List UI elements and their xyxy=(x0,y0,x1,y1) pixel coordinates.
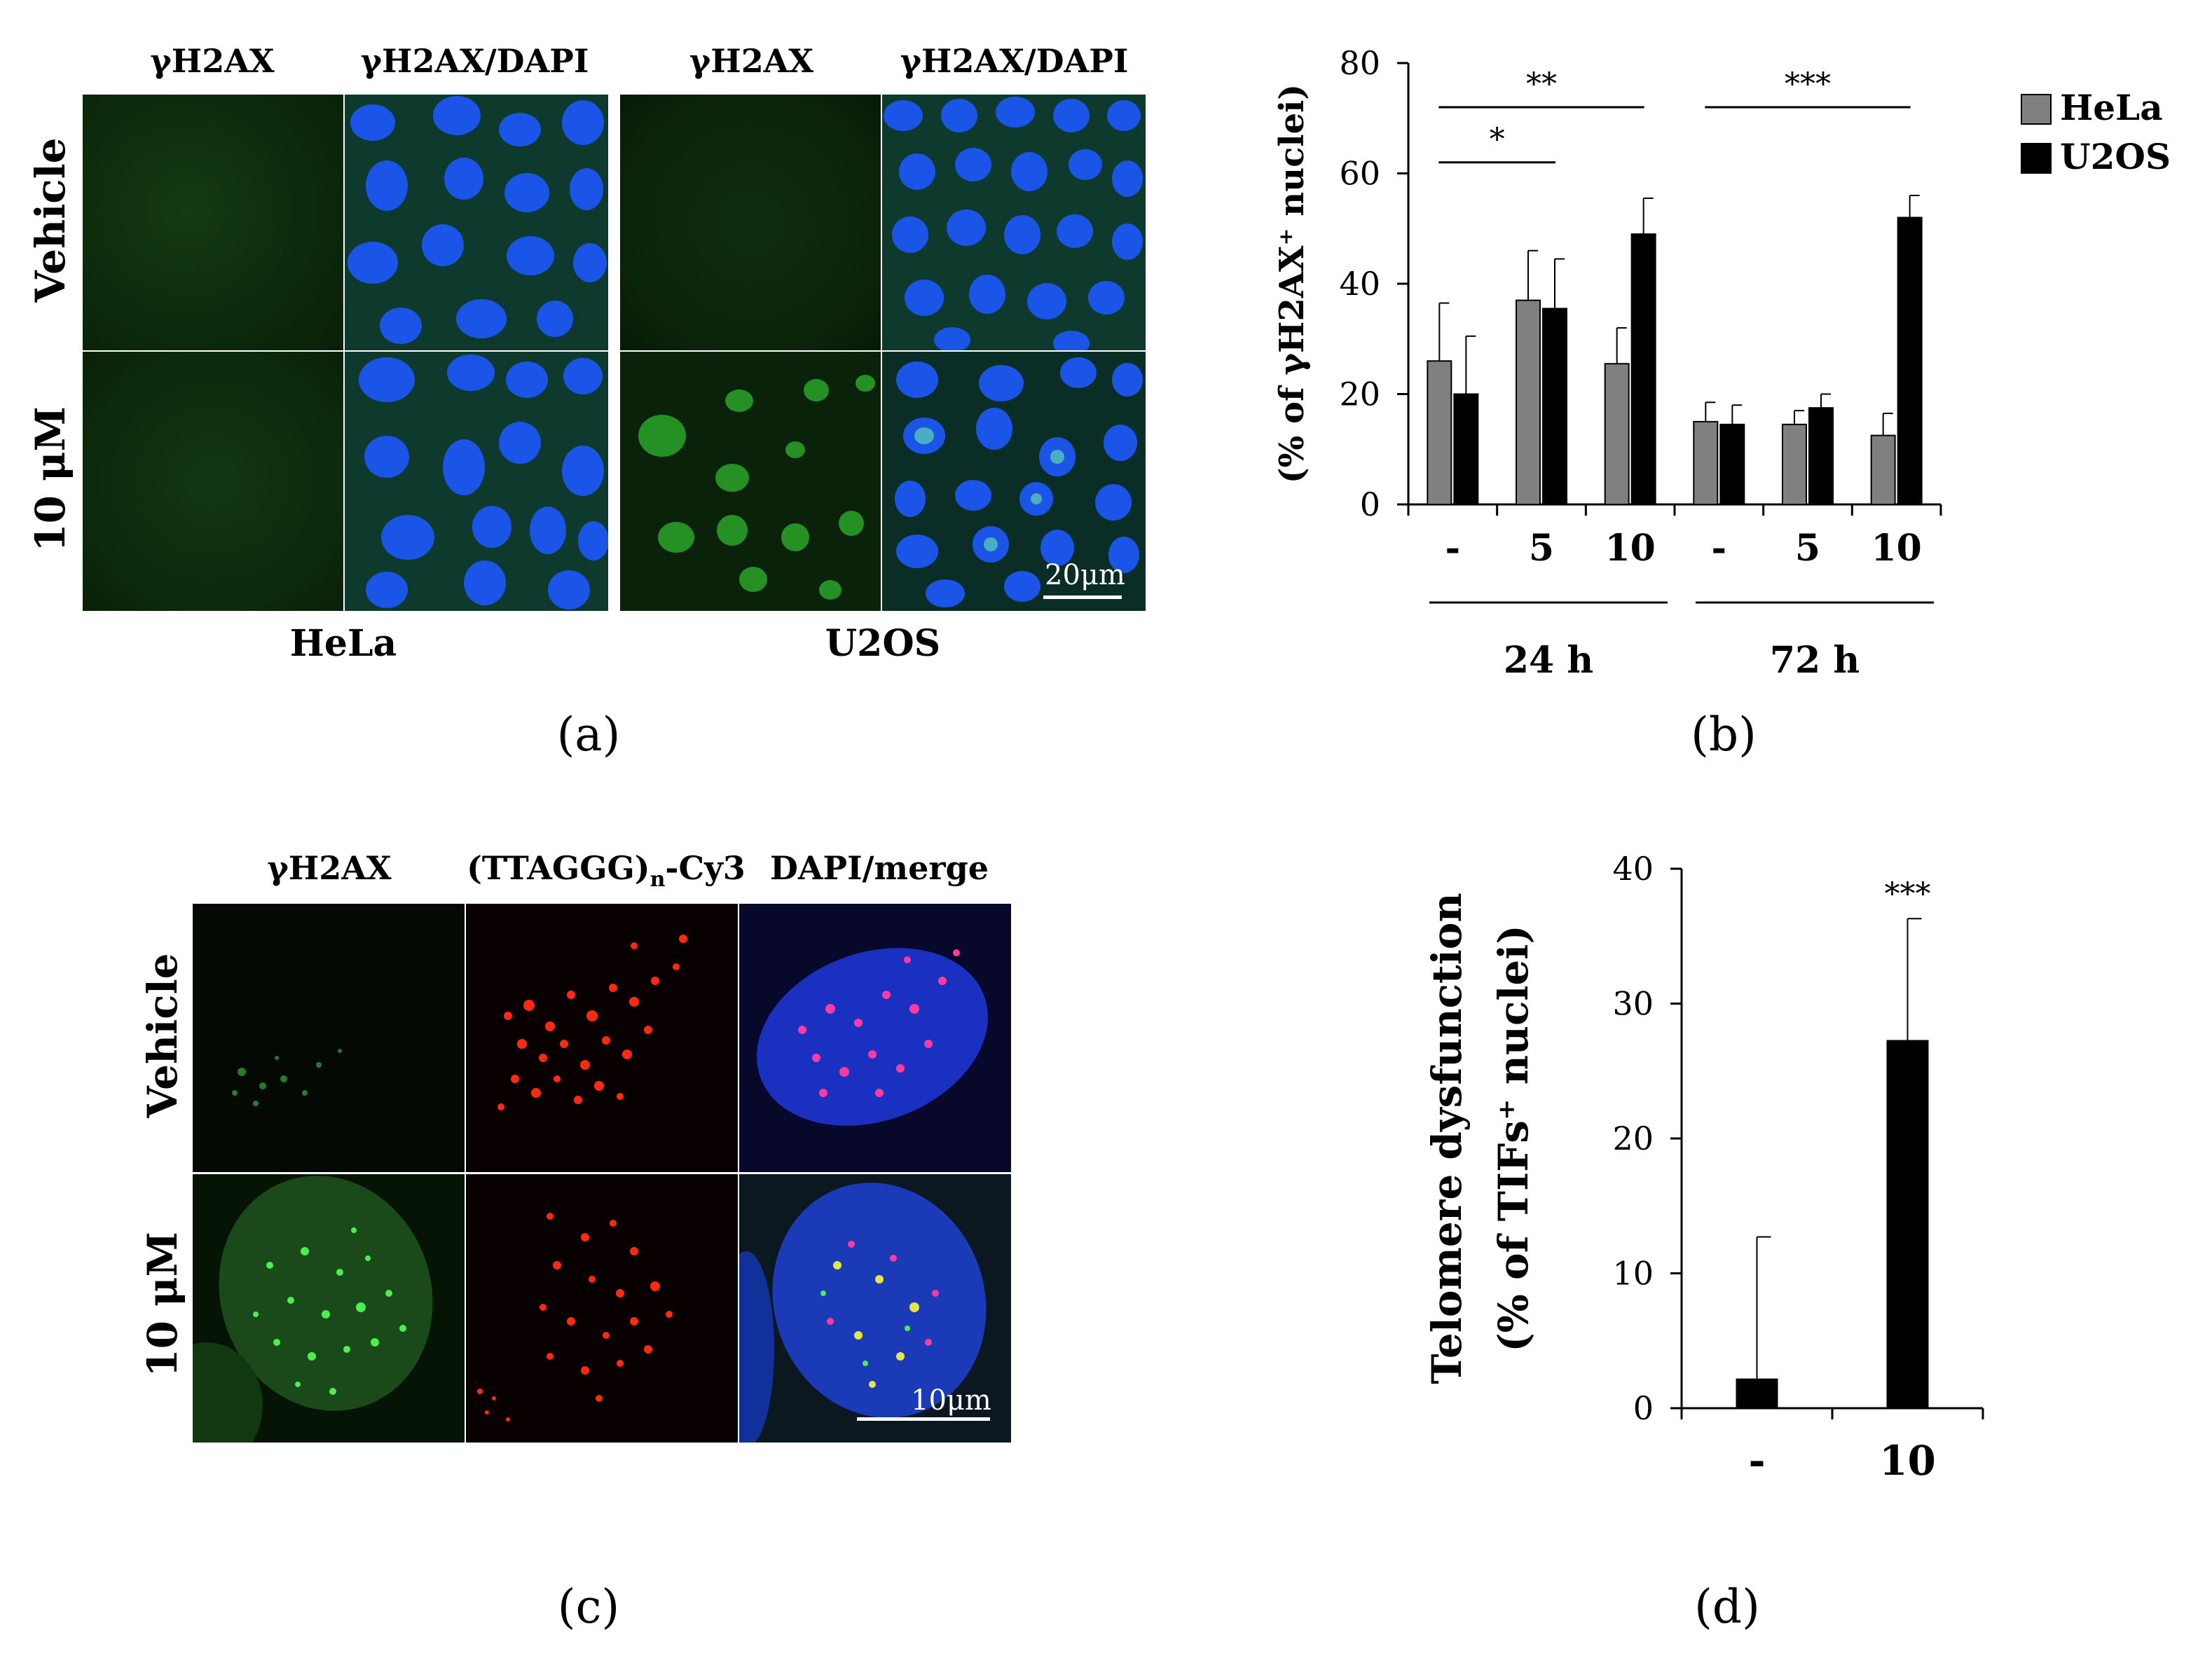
x-category-label-0: - xyxy=(1748,1437,1765,1485)
panel-a-row-label-10um: 10 μM xyxy=(27,406,74,552)
panel-b-caption: (b) xyxy=(1691,708,1757,762)
panel-c-scale-label: 10μm xyxy=(911,1384,991,1417)
u2os-merge-10um-nuclei xyxy=(895,357,1143,607)
bar-u2os-0 xyxy=(1453,393,1479,505)
x-category-label-5: 10 xyxy=(1871,527,1921,570)
bar-0 xyxy=(1736,1378,1778,1408)
ttaggg-gh2ax-vehicle-image xyxy=(193,904,465,1172)
y-tick-label-1: 20 xyxy=(1339,376,1380,413)
panel-a-group-hela: HeLa xyxy=(289,622,397,665)
y-tick-label-4: 80 xyxy=(1339,44,1380,82)
y-tick-label-2: 20 xyxy=(1612,1120,1654,1157)
y-tick-label-0: 0 xyxy=(1360,486,1380,523)
u2os-gh2ax-vehicle-image xyxy=(620,95,881,350)
x-category-label-4: 5 xyxy=(1795,527,1820,570)
panel-c-header-2-tail: -Cy3 xyxy=(665,849,746,887)
hela-merge-vehicle-image xyxy=(345,95,608,350)
panel-c-caption: (c) xyxy=(557,1580,620,1634)
x-category-label-3: - xyxy=(1712,527,1727,570)
vehicle-cy3-spots xyxy=(497,935,687,1110)
y-tick-label-3: 60 xyxy=(1339,155,1380,193)
x-category-label-2: 10 xyxy=(1605,527,1655,570)
panel-c-header-3: DAPI/merge xyxy=(769,849,989,887)
bar-hela-0 xyxy=(1427,360,1452,505)
panel-d-caption: (d) xyxy=(1694,1580,1760,1634)
u2os-gh2ax-10um-image xyxy=(620,352,881,611)
legend-swatch-u2os xyxy=(2021,143,2052,174)
ttaggg-cy3-10um-image xyxy=(466,1174,738,1443)
panel-a-row-label-vehicle: Vehicle xyxy=(27,137,74,303)
panel-a-header-2: γH2AX/DAPI xyxy=(360,42,589,80)
bar-u2os-4 xyxy=(1808,407,1834,505)
ttaggg-cy3-vehicle-image xyxy=(466,904,738,1172)
panel-c-header-2-sub: n xyxy=(650,867,666,893)
panel-c-row-label-10um: 10 μM xyxy=(139,1232,186,1377)
group-label-1: 72 h xyxy=(1770,639,1860,682)
y-axis-title: (% of γH2AX⁺ nuclei) xyxy=(1272,84,1312,483)
panel-a-header-3: γH2AX xyxy=(689,42,814,80)
panel-c-header-2-main: (TTAGGG) xyxy=(467,849,650,887)
panel-c-scale-bar xyxy=(857,1417,990,1421)
significance-label-0: *** xyxy=(1885,876,1931,912)
y-tick-label-3: 30 xyxy=(1612,985,1654,1023)
panel-d-chart: 0 10 20 30 40 Telomere dysfunction (% of TIFs⁺… xyxy=(1423,850,1984,1485)
bar-hela-3 xyxy=(1693,420,1719,505)
group-label-0: 24 h xyxy=(1504,639,1593,682)
hela-merge-10um-image xyxy=(345,352,608,611)
panel-a-scale-bar xyxy=(1043,596,1122,599)
significance-label-1: ** xyxy=(1526,67,1557,102)
u2os-gh2ax-10um-foci xyxy=(638,375,875,600)
y-tick-label-1: 10 xyxy=(1612,1255,1654,1293)
10um-cy3-spots xyxy=(477,1213,673,1421)
bar-hela-4 xyxy=(1782,423,1807,505)
bar-u2os-2 xyxy=(1630,233,1656,505)
y-axis-title-line-0: Telomere dysfunction xyxy=(1423,893,1471,1384)
bar-u2os-3 xyxy=(1719,423,1745,505)
panel-c-header-1: γH2AX xyxy=(267,849,392,887)
panel-a-header-1: γH2AX xyxy=(150,42,275,80)
hela-gh2ax-10um-image xyxy=(83,352,343,611)
bar-u2os-1 xyxy=(1542,308,1567,505)
panel-c-header-2: (TTAGGG)n-Cy3 xyxy=(459,849,753,892)
panel-b-chart: 0 20 40 60 80 (% of γH2AX⁺ nuclei) - 5 10 - 5 10 24 … xyxy=(1272,44,2171,682)
vehicle-gh2ax-foci xyxy=(232,1049,342,1106)
vehicle-merge-nucleus xyxy=(757,948,988,1126)
u2os-merge-10um-image: 20μm xyxy=(882,352,1146,611)
hela-gh2ax-vehicle-image xyxy=(83,95,343,350)
panel-a-caption: (a) xyxy=(556,708,621,762)
ttaggg-gh2ax-10um-image xyxy=(193,1174,465,1443)
u2os-merge-vehicle-image xyxy=(882,95,1146,350)
x-category-label-0: - xyxy=(1445,527,1461,570)
10um-merge-nucleus xyxy=(739,1183,987,1443)
y-tick-label-0: 0 xyxy=(1633,1389,1654,1427)
legend-label-hela: HeLa xyxy=(2060,87,2163,128)
y-tick-label-2: 40 xyxy=(1339,265,1380,303)
bar-hela-2 xyxy=(1604,363,1630,505)
ttaggg-merge-10um-image: 10μm xyxy=(739,1174,1011,1443)
bar-hela-5 xyxy=(1870,434,1896,505)
y-tick-label-4: 40 xyxy=(1612,850,1654,888)
y-axis-title-line-1: (% of TIFs⁺ nuclei) xyxy=(1490,925,1537,1352)
u2os-merge-vehicle-nuclei xyxy=(884,97,1143,350)
x-category-label-1: 10 xyxy=(1879,1437,1936,1485)
panel-c-row-label-vehicle: Vehicle xyxy=(139,953,186,1118)
x-category-label-1: 5 xyxy=(1529,527,1554,570)
legend-swatch-hela xyxy=(2021,94,2052,125)
ttaggg-merge-vehicle-image xyxy=(739,904,1011,1172)
panel-a-header-4: γH2AX/DAPI xyxy=(900,42,1129,80)
hela-merge-10um-nuclei xyxy=(359,354,608,610)
significance-label-2: *** xyxy=(1785,67,1831,102)
panel-a-scale-label: 20μm xyxy=(1045,559,1125,591)
hela-merge-vehicle-nuclei xyxy=(348,96,607,344)
bar-u2os-5 xyxy=(1897,216,1923,505)
10um-gh2ax-nucleus xyxy=(193,1176,433,1443)
bar-1 xyxy=(1886,1040,1929,1408)
legend-label-u2os: U2OS xyxy=(2060,136,2171,177)
bar-hela-1 xyxy=(1516,299,1541,505)
panel-a-group-u2os: U2OS xyxy=(825,622,941,665)
significance-label-0: * xyxy=(1490,122,1505,158)
